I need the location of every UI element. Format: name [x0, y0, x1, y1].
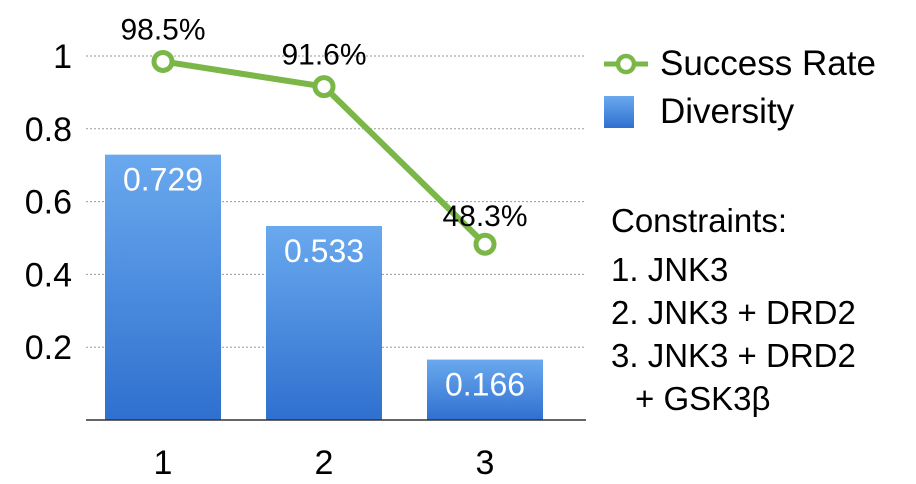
diversity-value-label: 0.729 — [123, 162, 203, 198]
diversity-value-label: 0.533 — [284, 233, 364, 269]
diversity-bar — [105, 154, 221, 421]
y-tick-label: 1 — [53, 38, 72, 76]
x-axis-ticks: 1 2 3 — [154, 444, 495, 482]
y-tick-label: 0.6 — [25, 184, 72, 222]
legend-item-diversity: Diversity — [604, 88, 914, 136]
y-tick-label: 0.8 — [25, 111, 72, 149]
y-tick-label: 0.4 — [25, 256, 72, 294]
line-marker-icon — [604, 44, 648, 84]
success-rate-point — [473, 232, 497, 256]
success-rate-point — [312, 75, 336, 99]
diversity-bar — [266, 225, 382, 420]
success-rate-value-label: 91.6% — [281, 39, 366, 72]
legend: Success Rate Diversity — [604, 40, 914, 136]
x-tick-label: 2 — [315, 444, 334, 482]
constraint-item: 1. JNK3 — [611, 251, 729, 288]
y-tick-label: 0.2 — [25, 329, 72, 367]
diversity-bar — [427, 359, 543, 420]
success-rate-value-label: 48.3% — [442, 200, 527, 233]
diversity-value-label: 0.166 — [445, 367, 525, 403]
bar-swatch-icon — [604, 92, 648, 132]
constraints-title: Constraints: — [611, 202, 788, 239]
success-rate-value-label: 98.5% — [120, 13, 205, 46]
x-tick-label: 1 — [154, 444, 173, 482]
constraints-panel: Constraints: 1. JNK3 2. JNK3 + DRD2 3. J… — [611, 194, 911, 420]
diversity-bars: 0.729 0.533 0.166 — [105, 154, 543, 421]
constraint-item-continuation: + GSK3β — [635, 380, 771, 417]
legend-label-diversity: Diversity — [660, 92, 795, 131]
constraint-item: 3. JNK3 + DRD2 — [611, 337, 856, 374]
legend-label-success-rate: Success Rate — [660, 44, 876, 83]
success-rate-line: 98.5% 91.6% 48.3% — [120, 13, 528, 256]
y-axis-ticks: 0.2 0.4 0.6 0.8 1 — [25, 38, 72, 367]
legend-item-success-rate: Success Rate — [604, 40, 914, 88]
constraint-item: 2. JNK3 + DRD2 — [611, 294, 856, 331]
success-rate-point — [151, 49, 175, 73]
x-tick-label: 3 — [476, 444, 495, 482]
